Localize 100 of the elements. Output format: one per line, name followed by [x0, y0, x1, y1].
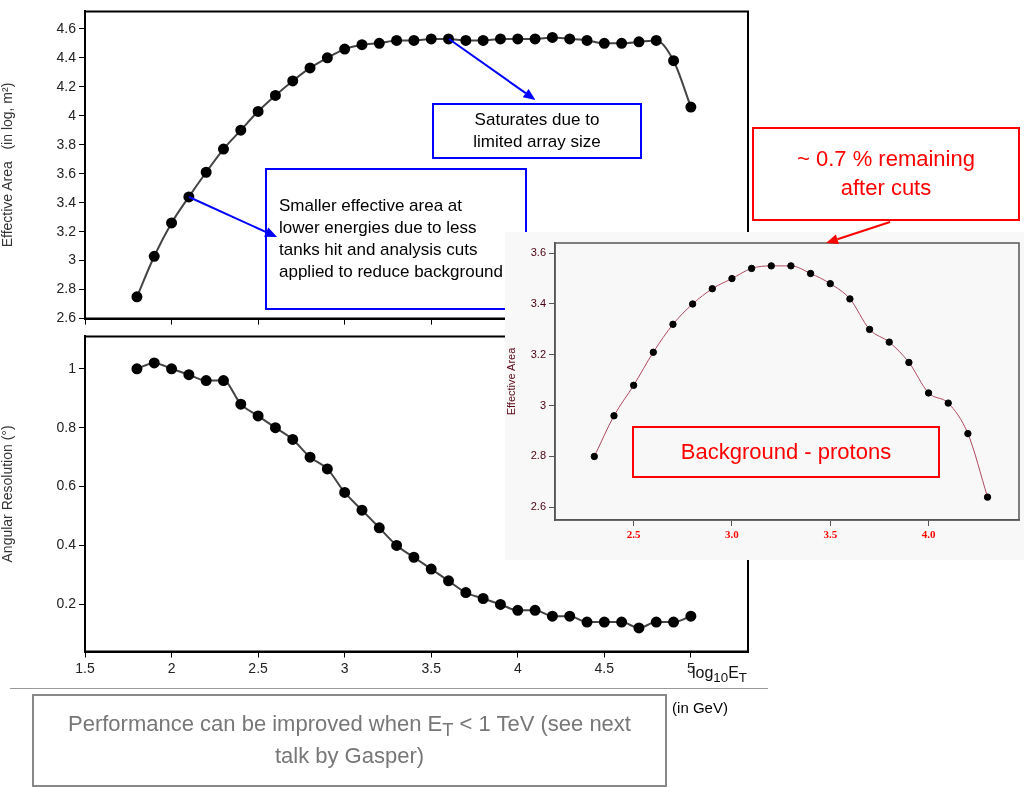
x-tick-label: 3.5: [421, 659, 442, 676]
x-tick-label: 4.0: [921, 528, 936, 541]
point: [391, 34, 403, 46]
point: [425, 33, 437, 45]
annotation: Background - protons: [680, 437, 892, 466]
y-tick-label: 0.6: [56, 477, 77, 494]
y-axis-title: Angular Resolution (°): [0, 425, 16, 563]
y-tick-label: 2.6: [56, 309, 77, 326]
point: [616, 616, 628, 628]
point: [339, 486, 351, 498]
annotation: Smaller effective area at lower energies due to less tanks hit and analysis cuts applied to reduce background: [279, 194, 504, 284]
text: Performance can be improved when E$_{T}$ < 1 TeV (see next talk by Gasper): [68, 711, 631, 769]
point: [217, 375, 229, 387]
x-tick-label: 2.5: [248, 659, 269, 676]
point: [512, 604, 524, 616]
y-tick-label: 0.2: [56, 595, 77, 612]
x-tick-label: 3: [340, 659, 349, 676]
point: [408, 34, 420, 46]
point: [581, 34, 593, 46]
y-tick-label: 2.8: [530, 449, 546, 462]
point: [356, 39, 368, 51]
y-tick-label: 3.8: [56, 135, 77, 152]
point: [373, 37, 385, 49]
point: [460, 587, 472, 599]
y-tick-label: 3.6: [530, 246, 546, 259]
point: [200, 166, 212, 178]
y-tick-label: 3.4: [56, 193, 77, 210]
x-tick-label: 4: [513, 659, 522, 676]
point: [598, 37, 610, 49]
annotation: Saturates due to limited array size: [472, 109, 602, 154]
point: [668, 616, 680, 628]
point: [460, 34, 472, 46]
point: [512, 33, 524, 45]
point: [269, 89, 281, 101]
point: [183, 369, 195, 381]
point: [477, 592, 489, 604]
y-tick-label: 3.2: [56, 222, 77, 239]
point: [304, 62, 316, 74]
point: [546, 31, 558, 43]
point: [235, 124, 247, 136]
point: [598, 616, 610, 628]
point: [529, 33, 541, 45]
point: [166, 363, 178, 375]
point: [356, 504, 368, 516]
point: [148, 250, 160, 262]
text: (in GeV): [672, 698, 728, 718]
y-tick-label: 3.2: [530, 347, 546, 360]
point: [477, 34, 489, 46]
point: [391, 539, 403, 551]
point: [252, 410, 264, 422]
point: [200, 375, 212, 387]
point: [494, 598, 506, 610]
point: [252, 105, 264, 117]
point: [581, 616, 593, 628]
x-tick-label: 2.5: [626, 528, 642, 541]
y-axis-title: Effective Area: [504, 346, 517, 416]
point: [287, 75, 299, 87]
point: [633, 622, 645, 634]
point: [287, 433, 299, 445]
point: [650, 34, 662, 46]
point: [529, 604, 541, 616]
point: [564, 33, 576, 45]
y-tick-label: 4.6: [56, 19, 77, 36]
x-tick-label: 3.5: [823, 528, 838, 541]
y-tick-label: 4.4: [56, 48, 77, 65]
point: [616, 37, 628, 49]
point: [685, 101, 697, 113]
point: [217, 143, 229, 155]
point: [668, 55, 680, 67]
y-tick-label: 0.4: [56, 536, 77, 553]
y-tick-label: 3.6: [56, 164, 77, 181]
point: [131, 291, 143, 303]
point: [633, 36, 645, 48]
point: [148, 357, 160, 369]
y-axis-title: Effective Area (in log, m²): [0, 82, 16, 248]
y-tick-label: 2.6: [530, 500, 546, 513]
point: [321, 463, 333, 475]
point: [373, 522, 385, 534]
point: [321, 52, 333, 64]
text: ~ 0.7 % remaining after cuts: [796, 145, 976, 202]
point: [494, 33, 506, 45]
point: [235, 398, 247, 410]
point: [131, 363, 143, 375]
y-tick-label: 3: [68, 251, 77, 268]
point: [425, 563, 437, 575]
x-tick-label: 2: [167, 659, 176, 676]
point: [650, 616, 662, 628]
point: [564, 610, 576, 622]
x-tick-label: 3.0: [725, 528, 740, 541]
x-tick-label: 4.5: [594, 659, 615, 676]
y-tick-label: 4: [68, 106, 77, 123]
point: [685, 610, 697, 622]
point: [339, 43, 351, 55]
point: [443, 575, 455, 587]
point: [166, 217, 178, 229]
y-tick-label: 2.8: [56, 280, 77, 297]
point: [408, 551, 420, 563]
x-tick-label: 1.5: [75, 659, 95, 676]
point: [269, 422, 281, 434]
y-tick-label: 1: [68, 359, 77, 376]
